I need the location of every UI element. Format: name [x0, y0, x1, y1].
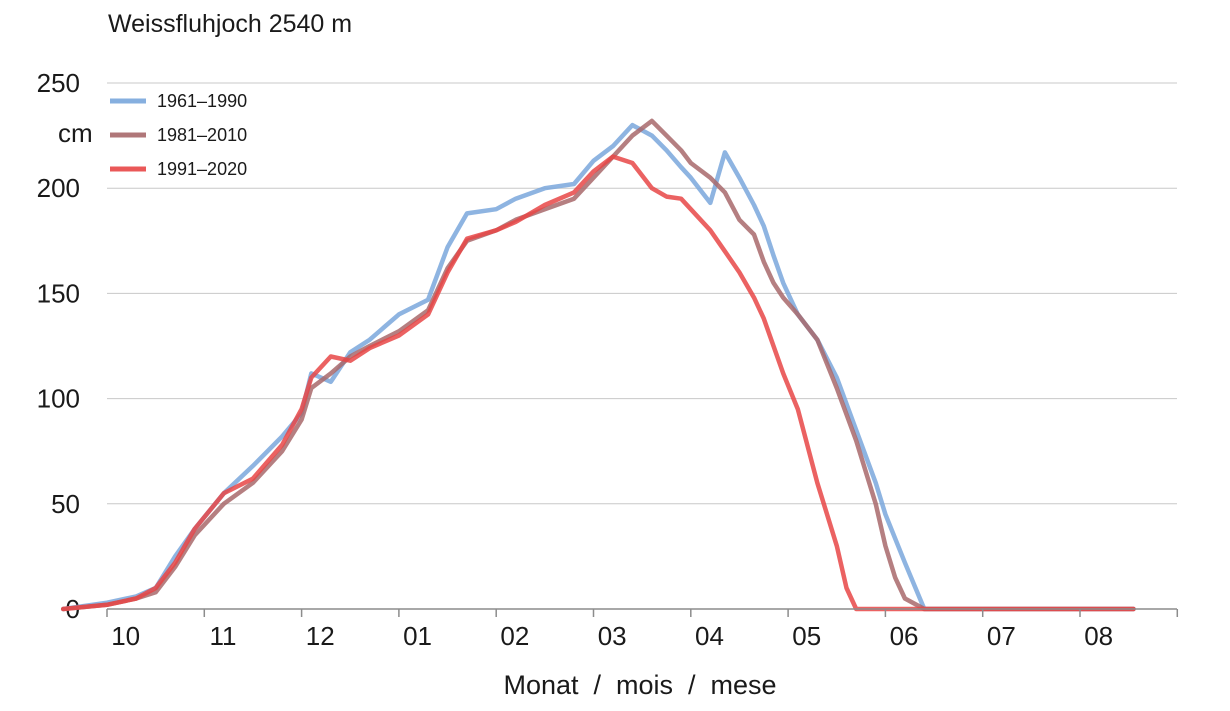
x-tick-label: 11 — [209, 621, 236, 651]
y-tick-label: 250 — [37, 68, 80, 98]
x-tick-label: 02 — [500, 621, 529, 651]
legend-label: 1991–2020 — [157, 159, 247, 179]
legend: 1961–1990 1981–2010 1991–2020 — [110, 91, 247, 179]
series-line-3 — [60, 154, 1136, 612]
y-tick-label: 200 — [37, 173, 80, 203]
x-tick-label: 10 — [111, 621, 140, 651]
x-tick-label: 12 — [306, 621, 335, 651]
x-tick-label: 07 — [987, 621, 1016, 651]
legend-label: 1981–2010 — [157, 125, 247, 145]
series-line-2 — [60, 118, 1136, 612]
y-tick-label: 150 — [37, 278, 80, 308]
x-axis-label: Monat / mois / mese — [503, 670, 776, 700]
x-tick-label: 04 — [695, 621, 724, 651]
x-tick-label: 03 — [598, 621, 627, 651]
x-axis — [106, 608, 1179, 617]
x-tick-label: 08 — [1084, 621, 1113, 651]
y-tick-label: 100 — [37, 384, 80, 414]
gridlines — [107, 82, 1177, 505]
y-tick-label: 50 — [51, 489, 80, 519]
x-tick-label: 06 — [890, 621, 919, 651]
x-tick-label: 05 — [792, 621, 821, 651]
legend-label: 1961–1990 — [157, 91, 247, 111]
x-tick-labels: 10 11 12 01 02 03 04 05 06 07 08 — [111, 621, 1113, 651]
chart-title: Weissfluhjoch 2540 m — [108, 10, 352, 38]
series-line-1 — [60, 122, 1136, 612]
x-tick-label: 01 — [403, 621, 432, 651]
series-lines — [60, 118, 1136, 612]
y-axis-unit: cm — [58, 118, 93, 148]
